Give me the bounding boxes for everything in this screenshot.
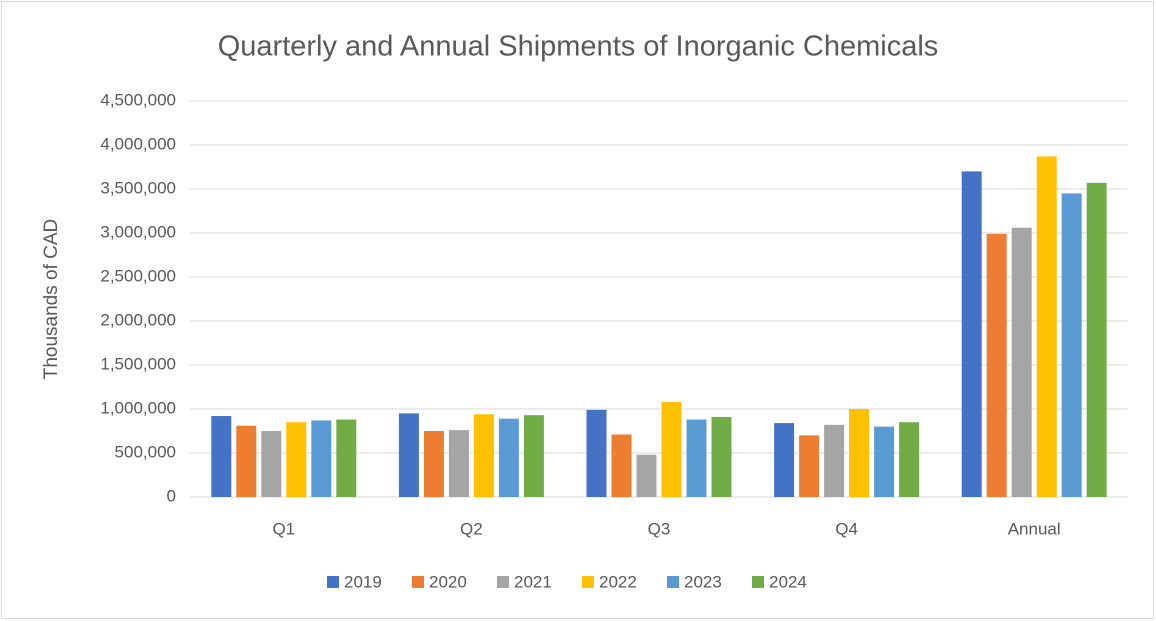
bar — [899, 422, 920, 497]
x-tick-label: Q3 — [648, 519, 671, 538]
bar — [286, 422, 307, 497]
bar — [636, 454, 657, 497]
bar — [336, 419, 357, 497]
bar — [586, 409, 607, 497]
bar — [1086, 182, 1107, 497]
bar — [523, 415, 544, 497]
y-tick-label: 3,500,000 — [100, 178, 176, 197]
bar — [686, 419, 707, 497]
bar — [1061, 193, 1082, 497]
bar — [236, 425, 257, 497]
bar — [824, 424, 845, 497]
y-tick-label: 0 — [167, 486, 176, 505]
legend-label: 2024 — [769, 572, 807, 591]
legend-label: 2022 — [599, 572, 637, 591]
bar — [1036, 156, 1057, 497]
bar — [498, 418, 519, 497]
bar — [261, 431, 282, 497]
bar — [849, 409, 870, 497]
bar — [1011, 227, 1032, 497]
y-tick-label: 1,000,000 — [100, 398, 176, 417]
legend-swatch — [667, 576, 679, 588]
legend-swatch — [582, 576, 594, 588]
bar — [711, 416, 732, 497]
bar — [799, 435, 820, 497]
bar — [473, 414, 494, 497]
bar — [423, 431, 444, 497]
x-tick-label: Q2 — [460, 519, 483, 538]
bar — [448, 430, 469, 497]
y-tick-label: 3,000,000 — [100, 222, 176, 241]
bar — [961, 171, 982, 497]
y-tick-label: 4,000,000 — [100, 134, 176, 153]
x-tick-label: Q1 — [272, 519, 295, 538]
y-axis-label: Thousands of CAD — [41, 219, 62, 380]
y-tick-label: 500,000 — [115, 442, 176, 461]
legend-label: 2020 — [429, 572, 467, 591]
legend-label: 2021 — [514, 572, 552, 591]
bar — [611, 434, 632, 497]
legend-label: 2023 — [684, 572, 722, 591]
x-tick-label: Q4 — [835, 519, 858, 538]
chart-title: Quarterly and Annual Shipments of Inorga… — [218, 31, 939, 63]
x-tick-label: Annual — [1008, 519, 1061, 538]
y-tick-label: 1,500,000 — [100, 354, 176, 373]
bar — [311, 420, 332, 497]
legend-swatch — [327, 576, 339, 588]
y-tick-label: 2,500,000 — [100, 266, 176, 285]
bar — [211, 416, 232, 497]
legend-swatch — [497, 576, 509, 588]
y-tick-label: 4,500,000 — [100, 90, 176, 109]
legend-label: 2019 — [344, 572, 382, 591]
bar — [986, 233, 1007, 497]
bar — [874, 426, 895, 497]
bar — [774, 423, 795, 497]
bar — [661, 401, 682, 497]
bar — [398, 413, 419, 497]
legend-swatch — [412, 576, 424, 588]
y-tick-label: 2,000,000 — [100, 310, 176, 329]
legend-swatch — [752, 576, 764, 588]
